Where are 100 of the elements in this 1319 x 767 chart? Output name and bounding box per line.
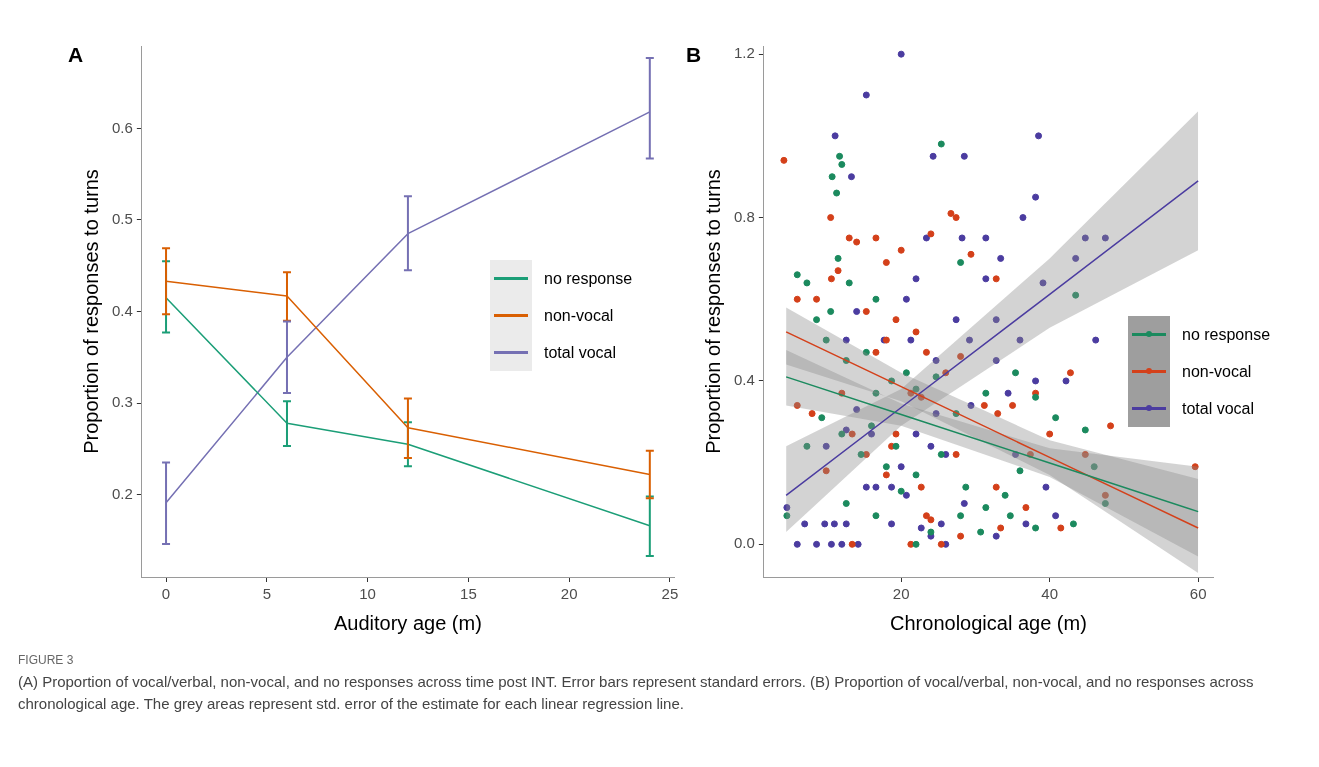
point	[872, 295, 880, 303]
legend-label: no response	[544, 269, 633, 288]
point	[922, 512, 930, 520]
point	[838, 430, 846, 438]
x-tick-label: 20	[892, 585, 910, 603]
point	[892, 430, 900, 438]
point	[868, 422, 875, 430]
point	[927, 528, 935, 536]
y-axis-title: Proportion of responses to turns	[79, 169, 102, 454]
point	[1052, 414, 1060, 422]
point	[833, 189, 841, 197]
y-tick-label: 0.2	[111, 484, 133, 502]
y-axis-title: Proportion of responses to turns	[701, 169, 724, 454]
point	[862, 348, 870, 356]
x-axis-title: Auditory age (m)	[334, 611, 482, 634]
point	[952, 214, 960, 222]
point	[780, 156, 788, 164]
point	[967, 250, 975, 258]
point	[977, 528, 985, 536]
x-tick-label: 15	[460, 585, 477, 603]
point	[793, 401, 801, 409]
point	[1101, 499, 1109, 507]
point	[997, 524, 1005, 532]
point	[932, 373, 940, 381]
point	[1081, 426, 1089, 434]
point	[862, 308, 870, 315]
point	[957, 352, 965, 360]
point	[897, 246, 905, 254]
point	[1107, 422, 1115, 430]
x-tick-label: 40	[1041, 585, 1059, 603]
point	[927, 230, 935, 238]
point	[1072, 291, 1080, 299]
point	[857, 450, 865, 458]
point	[957, 512, 965, 520]
point	[892, 316, 900, 324]
point	[1101, 491, 1109, 499]
point	[808, 410, 816, 418]
point	[927, 516, 935, 524]
point	[892, 442, 900, 450]
point	[980, 401, 988, 409]
point	[872, 348, 880, 356]
x-tick-label: 10	[359, 585, 376, 603]
point	[872, 234, 880, 242]
x-tick-label: 60	[1189, 585, 1207, 603]
point	[1012, 369, 1020, 377]
y-tick-label: 0.3	[111, 393, 133, 411]
legend-label: no response	[1182, 325, 1271, 344]
point	[818, 414, 826, 422]
text: (A) Proportion of vocal/verbal, non-vocal, and no responses across time post INT. Error bars represent standard errors. (B) Proportion of vocal/verbal, non-vocal, and no responses across chronological age. The grey areas represent std. error of the estimate for each linear regression line.	[18, 672, 1255, 714]
point	[897, 487, 905, 495]
point	[822, 336, 830, 344]
point	[872, 389, 880, 397]
point	[947, 209, 955, 217]
point	[813, 316, 821, 324]
chart-title: B	[686, 43, 702, 67]
y-tick-label: 0.4	[111, 301, 133, 319]
point	[803, 442, 811, 450]
point	[992, 275, 1000, 283]
chart-title: A	[68, 43, 84, 67]
point	[834, 267, 842, 275]
point	[838, 160, 846, 168]
point	[842, 499, 850, 507]
point	[957, 532, 965, 540]
legend-label: non-vocal	[544, 306, 614, 325]
point	[922, 348, 930, 356]
point	[937, 450, 945, 458]
point	[912, 471, 920, 479]
point	[793, 295, 801, 303]
point	[827, 275, 835, 283]
point	[803, 279, 811, 287]
point	[1032, 393, 1040, 401]
legend-label: total vocal	[1182, 399, 1255, 418]
point	[1069, 520, 1077, 528]
point	[902, 369, 910, 377]
x-tick-label: 20	[560, 585, 578, 603]
y-tick-label: 0.6	[111, 118, 133, 136]
point	[1001, 491, 1009, 499]
point	[992, 483, 1000, 491]
point	[937, 540, 945, 548]
point	[1022, 504, 1030, 512]
point	[848, 430, 856, 438]
point	[1191, 463, 1199, 471]
point	[982, 389, 990, 397]
y-tick-label: 0.8	[733, 207, 755, 225]
point	[827, 308, 835, 315]
point	[917, 483, 925, 491]
x-tick-label: 0	[161, 585, 171, 603]
point	[822, 467, 830, 475]
point	[882, 258, 890, 266]
point	[952, 450, 960, 458]
y-tick-label: 0.4	[733, 371, 755, 389]
y-tick-label: 1.2	[733, 44, 755, 62]
point	[828, 173, 836, 181]
point	[912, 385, 920, 393]
legend-label: non-vocal	[1182, 362, 1252, 381]
point	[982, 504, 990, 512]
point	[1066, 369, 1074, 377]
point	[848, 540, 856, 548]
point	[1009, 401, 1017, 409]
point	[957, 258, 965, 266]
